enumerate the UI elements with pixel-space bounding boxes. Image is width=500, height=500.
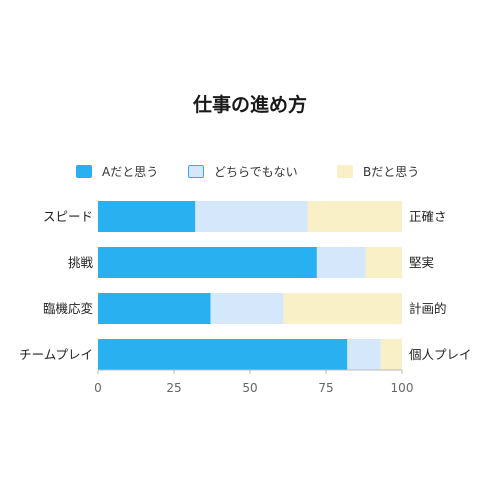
category-label-left-2: 臨機応変 — [43, 301, 93, 316]
category-label-left-0: スピード — [43, 209, 93, 224]
x-tick-label-4: 100 — [391, 381, 414, 395]
bar-segment-2-1 — [210, 293, 284, 324]
bar-segment-1-1 — [316, 247, 366, 278]
bar-segment-0-2 — [307, 201, 402, 232]
category-label-left-3: チームプレイ — [19, 347, 93, 362]
x-tick-label-2: 50 — [242, 381, 257, 395]
legend-item-neutral: どちらでもない — [188, 163, 298, 180]
bar-segment-0-1 — [195, 201, 308, 232]
category-label-right-0: 正確さ — [409, 209, 447, 224]
category-label-left-1: 挑戦 — [68, 255, 94, 270]
x-tick-label-1: 25 — [166, 381, 181, 395]
bar-segment-2-2 — [283, 293, 402, 324]
legend-swatch-b — [337, 165, 353, 178]
legend-item-b: Bだと思う — [337, 163, 419, 180]
legend-label-a: Aだと思う — [102, 165, 159, 179]
category-label-right-2: 計画的 — [409, 301, 447, 316]
category-label-right-3: 個人プレイ — [409, 347, 472, 362]
legend-item-a: Aだと思う — [76, 163, 158, 180]
legend-swatch-a — [76, 165, 92, 178]
legend-label-b: Bだと思う — [363, 165, 420, 179]
x-tick-label-0: 0 — [94, 381, 102, 395]
bar-segment-2-0 — [98, 293, 211, 324]
bar-segment-3-0 — [98, 339, 348, 370]
bar-segment-3-2 — [380, 339, 402, 370]
chart-title: 仕事の進め方 — [192, 94, 307, 116]
category-label-right-1: 堅実 — [409, 255, 434, 270]
x-tick-label-3: 75 — [318, 381, 333, 395]
bar-segment-1-0 — [98, 247, 317, 278]
bar-segment-1-2 — [365, 247, 402, 278]
legend: Aだと思う どちらでもない Bだと思う — [0, 163, 500, 181]
legend-label-neutral: どちらでもない — [214, 165, 298, 179]
bar-segment-0-0 — [98, 201, 196, 232]
bar-segment-3-1 — [347, 339, 381, 370]
legend-swatch-neutral — [188, 165, 204, 178]
